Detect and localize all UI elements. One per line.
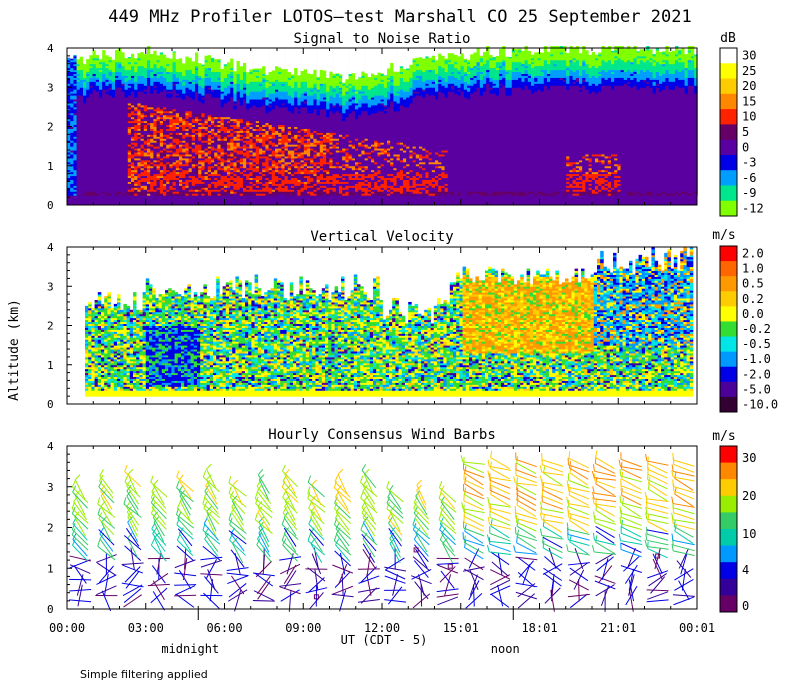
snr-cell-nodata xyxy=(141,48,145,52)
snr-cell xyxy=(150,54,154,56)
snr-cell-nodata xyxy=(281,48,285,69)
snr-cell-nodata xyxy=(160,48,164,52)
snr-cell-nodata xyxy=(208,48,212,55)
snr-cell-nodata xyxy=(237,48,241,61)
snr-cell-nodata xyxy=(83,48,87,64)
snr-cell-nodata xyxy=(240,48,244,66)
figure-title: 449 MHz Profiler LOTOS–test Marshall CO … xyxy=(108,7,691,27)
profiler-figure: 449 MHz Profiler LOTOS–test Marshall CO … xyxy=(0,0,800,700)
snr-cell xyxy=(278,68,282,70)
snr-cell-nodata xyxy=(112,48,116,60)
snr-cell xyxy=(144,54,148,56)
snr-cell-nodata xyxy=(265,48,269,75)
snr-cell-nodata xyxy=(121,48,125,52)
snr-cell-nodata xyxy=(285,48,289,69)
snr-cell xyxy=(141,52,145,54)
snr-cell-nodata xyxy=(211,48,215,58)
snr-cell-nodata xyxy=(259,48,263,68)
snr-cell xyxy=(189,58,193,60)
snr-cell-nodata xyxy=(253,48,257,69)
snr-cell-nodata xyxy=(233,48,237,71)
snr-cell-nodata xyxy=(243,48,247,63)
snr-cell xyxy=(211,58,215,60)
snr-cell-nodata xyxy=(201,48,205,65)
snr-cell-nodata xyxy=(205,48,209,56)
snr-cell-nodata xyxy=(173,48,177,51)
snr-cell-nodata xyxy=(166,48,170,58)
snr-cell-nodata xyxy=(227,48,231,62)
snr-cell-nodata xyxy=(134,48,138,58)
snr-cell-nodata xyxy=(278,48,282,68)
snr-cell xyxy=(166,58,170,60)
snr-cell-nodata xyxy=(256,48,259,69)
snr-cell-nodata xyxy=(125,48,129,58)
snr-cell-nodata xyxy=(163,48,167,55)
snr-cell-nodata xyxy=(272,48,276,71)
snr-cell-nodata xyxy=(73,48,77,55)
snr-cell-nodata xyxy=(70,48,74,59)
snr-cell-nodata xyxy=(269,48,273,72)
snr-cell-nodata xyxy=(246,48,250,72)
snr-heatmap xyxy=(67,46,698,196)
snr-cell-nodata xyxy=(192,48,196,61)
snr-title: Signal to Noise Ratio xyxy=(293,31,470,47)
snr-cell-nodata xyxy=(179,48,183,58)
snr-cell-nodata xyxy=(217,48,221,59)
snr-cell-nodata xyxy=(288,48,292,72)
snr-cell-nodata xyxy=(189,48,193,58)
snr-cell-nodata xyxy=(89,48,93,55)
snr-cell-nodata xyxy=(77,48,81,59)
snr-cell-nodata xyxy=(185,48,189,57)
snr-cell-nodata xyxy=(131,48,135,54)
snr-cell-nodata xyxy=(262,48,266,66)
snr-cell-nodata xyxy=(150,48,154,54)
snr-cell-nodata xyxy=(214,48,218,59)
snr-cell-nodata xyxy=(99,48,103,59)
snr-cell-nodata xyxy=(109,48,113,57)
snr-cell xyxy=(125,58,129,60)
snr-cell-nodata xyxy=(221,48,225,69)
snr-cell-nodata xyxy=(157,48,161,55)
snr-cell-nodata xyxy=(137,48,141,53)
snr-cell-nodata xyxy=(230,48,234,59)
snr-cell-nodata xyxy=(176,48,180,59)
snr-cell xyxy=(102,50,106,52)
snr-cell-nodata xyxy=(80,48,84,57)
snr-cell-nodata xyxy=(105,48,109,55)
snr-cell-nodata xyxy=(96,48,100,55)
snr-cell-nodata xyxy=(182,48,186,63)
snr-cell-nodata xyxy=(128,48,132,57)
snr-cell-nodata xyxy=(86,48,90,59)
snr-cell-nodata xyxy=(249,48,253,69)
